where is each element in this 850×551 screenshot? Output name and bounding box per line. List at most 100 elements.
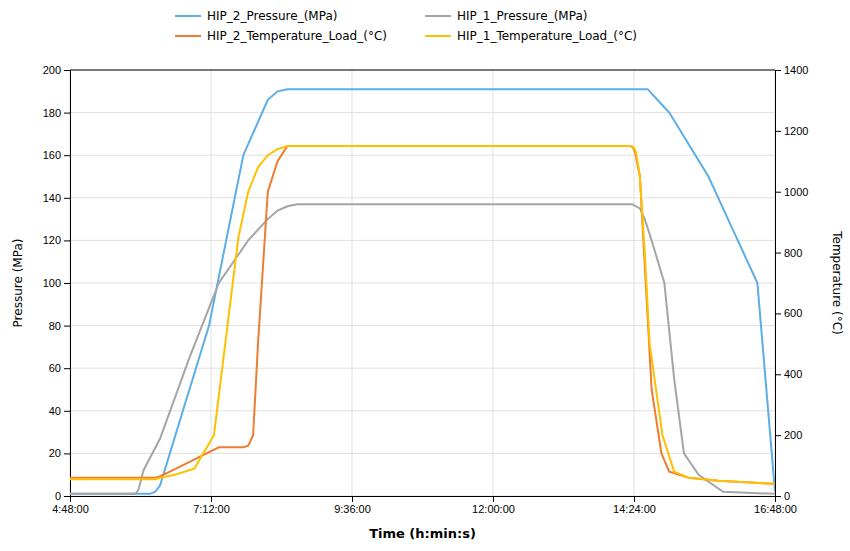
y2-axis: 0 200 400 600 800 1000 1200 1400 — [775, 64, 808, 502]
legend-label: HIP_2_Temperature_Load_(°C) — [207, 29, 387, 43]
legend-swatch — [175, 15, 201, 17]
tick-label: 20 — [49, 447, 61, 459]
y2-axis-title: Temperature (°C) — [830, 230, 844, 335]
tick-label: 0 — [55, 490, 61, 502]
tick-label: 400 — [784, 368, 802, 380]
legend-item: HIP_1_Pressure_(MPa) — [425, 9, 587, 23]
series-line — [70, 89, 775, 494]
tick-mark — [352, 496, 353, 502]
tick: 200 — [775, 429, 802, 441]
tick: 1000 — [775, 186, 808, 198]
grid-line-y — [70, 70, 775, 71]
tick-mark — [775, 313, 781, 314]
tick-mark — [64, 368, 70, 369]
axis-line — [71, 497, 776, 503]
tick-mark — [64, 240, 70, 241]
tick-mark — [634, 496, 635, 502]
x-axis: 4:48:00 7:12:00 9:36:00 12:00:00 14:24:00 16:… — [52, 496, 797, 515]
legend-swatch — [425, 35, 451, 37]
tick-mark — [775, 435, 781, 436]
grid-line-y — [70, 240, 775, 241]
tick-mark — [775, 192, 781, 193]
x-axis-title: Time (h:min:s) — [369, 526, 476, 541]
tick-mark — [64, 155, 70, 156]
tick: 100 — [43, 277, 70, 289]
tick-mark — [64, 453, 70, 454]
legend-label: HIP_1_Pressure_(MPa) — [457, 9, 587, 23]
tick: 1200 — [775, 125, 808, 137]
tick: 14:24:00 — [613, 496, 656, 515]
tick-label: 200 — [784, 429, 802, 441]
tick-label: 9:36:00 — [334, 503, 371, 515]
tick-label: 100 — [43, 277, 61, 289]
legend-item: HIP_1_Temperature_Load_(°C) — [425, 29, 637, 43]
chart: 4:48:00 7:12:00 9:36:00 12:00:00 14:24:00 16:… — [0, 0, 850, 551]
tick: 160 — [43, 149, 70, 161]
legend-swatch — [175, 35, 201, 37]
tick-label: 140 — [43, 192, 61, 204]
series-line — [70, 146, 775, 484]
tick: 0 — [775, 490, 790, 502]
tick: 20 — [49, 447, 70, 459]
tick: 16:48:00 — [754, 496, 797, 515]
tick: 1400 — [775, 64, 808, 76]
tick-label: 80 — [49, 320, 61, 332]
tick: 600 — [775, 307, 802, 319]
tick: 800 — [775, 247, 802, 259]
tick-mark — [64, 283, 70, 284]
tick-label: 4:48:00 — [52, 503, 89, 515]
axis-line — [64, 71, 71, 497]
tick-mark — [64, 113, 70, 114]
legend-item: HIP_2_Temperature_Load_(°C) — [175, 29, 387, 43]
grid-line-y — [70, 368, 775, 369]
series-line — [70, 146, 775, 484]
tick-label: 800 — [784, 247, 802, 259]
tick: 120 — [43, 234, 70, 246]
legend-label: HIP_1_Temperature_Load_(°C) — [457, 29, 637, 43]
tick-label: 60 — [49, 362, 61, 374]
tick-label: 12:00:00 — [472, 503, 515, 515]
tick-mark — [64, 70, 70, 71]
tick-mark — [775, 70, 781, 71]
tick: 140 — [43, 192, 70, 204]
tick-mark — [64, 198, 70, 199]
tick-label: 120 — [43, 234, 61, 246]
tick-label: 40 — [49, 405, 61, 417]
tick-label: 7:12:00 — [193, 503, 230, 515]
y-axis: 0 20 40 60 80 100 120 140 160 180 200 — [43, 64, 71, 502]
tick-mark — [775, 253, 781, 254]
legend: HIP_2_Pressure_(MPa) HIP_1_Pressure_(MPa)… — [175, 9, 637, 43]
legend-item: HIP_2_Pressure_(MPa) — [175, 9, 337, 23]
grid-line-y — [70, 197, 775, 198]
tick-mark — [64, 326, 70, 327]
frame — [70, 70, 775, 71]
tick-label: 14:24:00 — [613, 503, 656, 515]
tick: 400 — [775, 368, 802, 380]
tick-mark — [64, 411, 70, 412]
tick: 80 — [49, 320, 70, 332]
tick-label: 1200 — [784, 125, 808, 137]
plot: 4:48:00 7:12:00 9:36:00 12:00:00 14:24:00 16:… — [11, 64, 844, 541]
tick-mark — [775, 131, 781, 132]
tick-mark — [64, 496, 70, 497]
grid — [70, 70, 775, 496]
legend-swatch — [425, 15, 451, 17]
tick-label: 160 — [43, 149, 61, 161]
tick-label: 180 — [43, 107, 61, 119]
series-group — [70, 89, 775, 494]
tick-mark — [775, 496, 781, 497]
tick-label: 1400 — [784, 64, 808, 76]
tick-label: 200 — [43, 64, 61, 76]
legend-label: HIP_2_Pressure_(MPa) — [207, 9, 337, 23]
tick-label: 0 — [784, 490, 790, 502]
tick: 9:36:00 — [334, 496, 371, 515]
tick-mark — [211, 496, 212, 502]
axis-line — [776, 71, 782, 497]
tick: 7:12:00 — [193, 496, 230, 515]
grid-line-y — [70, 283, 775, 284]
tick-label: 600 — [784, 307, 802, 319]
tick: 200 — [43, 64, 70, 76]
tick-label: 1000 — [784, 186, 808, 198]
tick: 0 — [55, 490, 70, 502]
tick: 60 — [49, 362, 70, 374]
